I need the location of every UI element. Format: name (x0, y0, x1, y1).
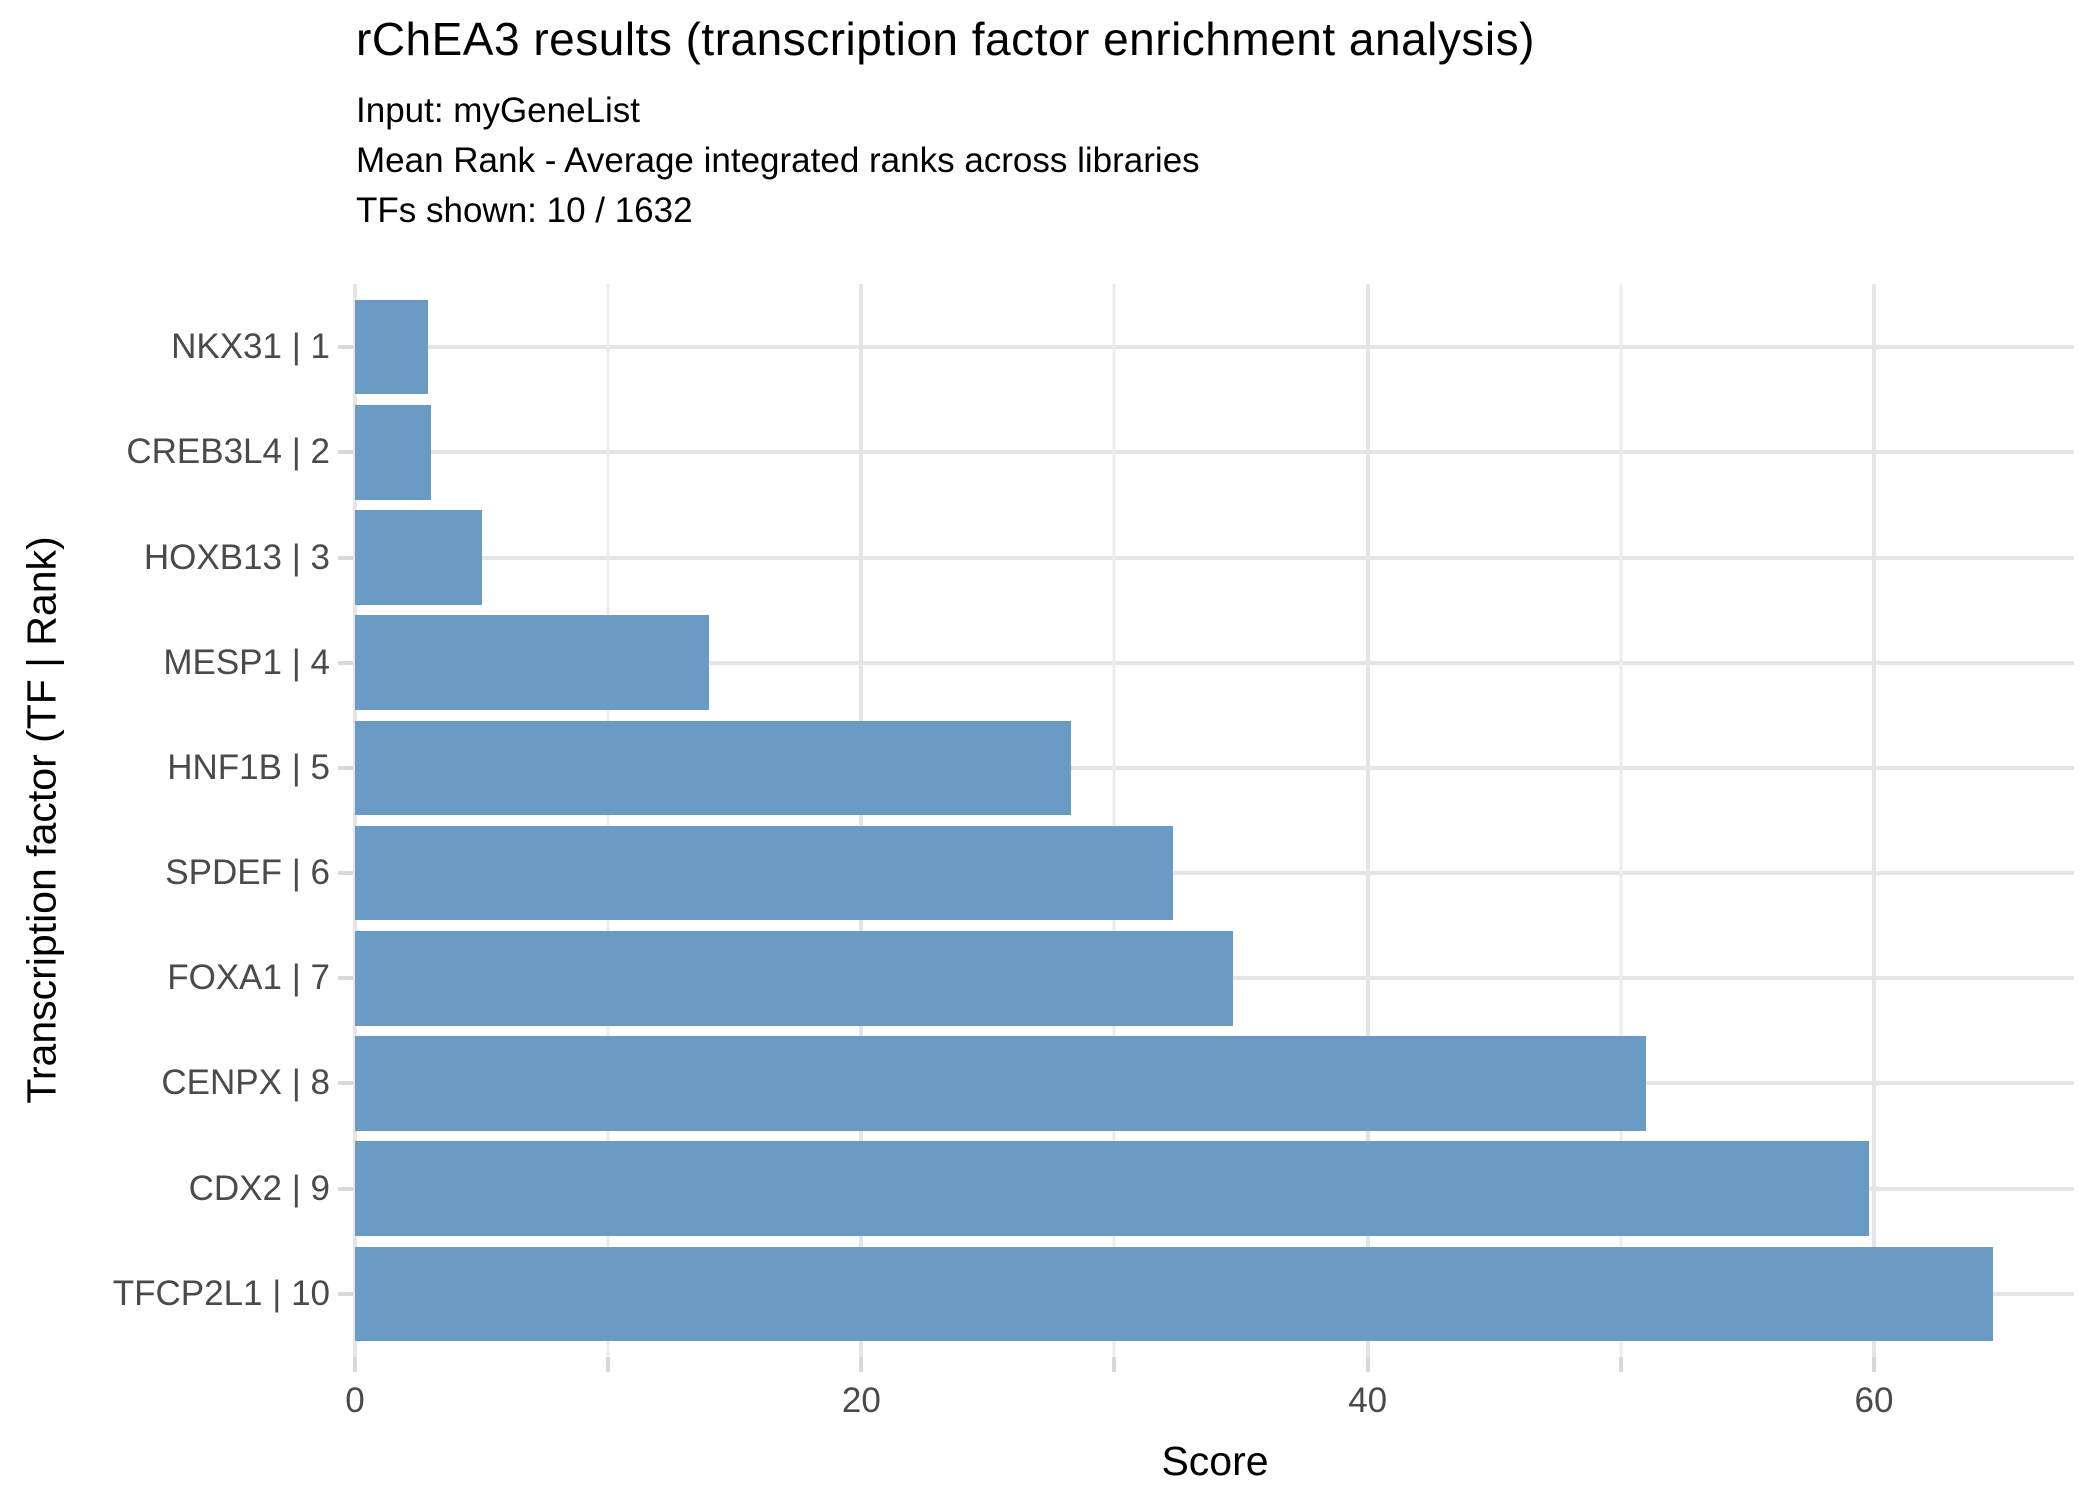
y-tick-label: HOXB13 | 3 (143, 537, 330, 577)
bar (355, 825, 1173, 921)
bar (355, 1036, 1647, 1131)
y-tick-label: NKX31 | 1 (171, 327, 330, 367)
x-tick-mark (859, 1357, 864, 1372)
bar (355, 1246, 1993, 1342)
subtitle-line-count: TFs shown: 10 / 1632 (356, 191, 693, 230)
y-tick-mark (338, 1081, 353, 1086)
chart-subtitle: Input: myGeneList Mean Rank - Average in… (356, 86, 1200, 236)
y-tick-mark (338, 871, 353, 876)
x-tick-label: 60 (1854, 1381, 1894, 1420)
y-tick-label: CENPX | 8 (161, 1063, 330, 1103)
subtitle-line-input: Input: myGeneList (356, 91, 641, 130)
y-tick-mark (338, 765, 353, 770)
chart-title: rChEA3 results (transcription factor enr… (356, 13, 1535, 65)
x-tick-label: 20 (841, 1381, 881, 1420)
plot-panel (353, 284, 2074, 1357)
y-tick-mark (338, 555, 353, 560)
subtitle-line-method: Mean Rank - Average integrated ranks acr… (356, 141, 1200, 180)
category-gridline (355, 450, 2074, 455)
y-tick-label: MESP1 | 4 (163, 642, 330, 682)
x-tick-mark (606, 1357, 611, 1372)
category-gridline (355, 345, 2074, 350)
y-tick-label: FOXA1 | 7 (167, 958, 330, 998)
category-gridline (355, 660, 2074, 665)
bar (355, 299, 429, 395)
x-tick-label: 0 (345, 1381, 365, 1420)
x-tick-mark (1871, 1357, 1876, 1372)
y-tick-label: HNF1B | 5 (167, 747, 330, 787)
bar (355, 1141, 1869, 1237)
bar (355, 615, 710, 711)
x-tick-mark (1365, 1357, 1370, 1372)
y-tick-mark (338, 450, 353, 455)
y-tick-mark (338, 976, 353, 981)
category-gridline (355, 555, 2074, 560)
y-tick-mark (338, 1291, 353, 1296)
gridline-minor (1619, 284, 1623, 1357)
x-axis-title: Score (1161, 1438, 1269, 1484)
y-tick-label: SPDEF | 6 (165, 853, 330, 893)
gridline-minor (1112, 284, 1116, 1357)
y-tick-mark (338, 345, 353, 350)
category-gridline (355, 871, 2074, 876)
y-tick-label: CREB3L4 | 2 (126, 432, 330, 472)
y-tick-mark (338, 1186, 353, 1191)
y-tick-label: CDX2 | 9 (188, 1168, 330, 1208)
x-tick-label: 40 (1348, 1381, 1388, 1420)
y-tick-mark (338, 660, 353, 665)
bar (355, 930, 1234, 1026)
x-tick-mark (1618, 1357, 1623, 1372)
gridline-minor (606, 284, 610, 1357)
bar (355, 404, 431, 500)
gridline-major (1871, 284, 1876, 1357)
bar (355, 510, 482, 605)
bar (355, 720, 1072, 816)
y-axis-title: Transcription factor (TF | Rank) (18, 536, 65, 1104)
x-tick-mark (1112, 1357, 1117, 1372)
gridline-major (353, 284, 357, 1357)
category-gridline (355, 765, 2074, 770)
x-tick-mark (353, 1357, 357, 1372)
gridline-major (1365, 284, 1370, 1357)
y-tick-label: TFCP2L1 | 10 (112, 1273, 330, 1313)
gridline-major (859, 284, 864, 1357)
